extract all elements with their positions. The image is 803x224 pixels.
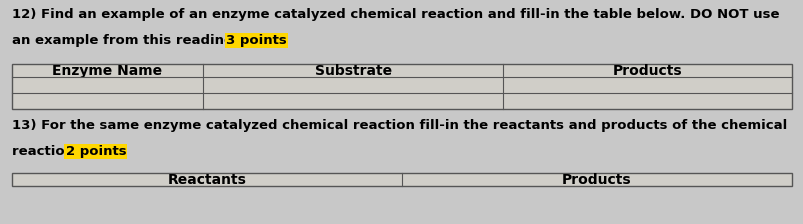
Text: 2 points: 2 points xyxy=(66,145,126,158)
Text: reaction: reaction xyxy=(12,145,79,158)
Text: Products: Products xyxy=(612,63,682,78)
Bar xyxy=(12,64,791,109)
Text: 3 points: 3 points xyxy=(226,34,287,47)
Text: 13) For the same enzyme catalyzed chemical reaction fill-in the reactants and pr: 13) For the same enzyme catalyzed chemic… xyxy=(12,119,786,132)
Text: 12) Find an example of an enzyme catalyzed chemical reaction and fill-in the tab: 12) Find an example of an enzyme catalyz… xyxy=(12,8,779,21)
Bar xyxy=(12,173,791,186)
Text: Reactants: Reactants xyxy=(167,172,247,187)
Text: an example from this reading/notes.: an example from this reading/notes. xyxy=(12,34,290,47)
Text: Products: Products xyxy=(561,172,631,187)
Text: Substrate: Substrate xyxy=(314,63,391,78)
Text: Enzyme Name: Enzyme Name xyxy=(52,63,162,78)
